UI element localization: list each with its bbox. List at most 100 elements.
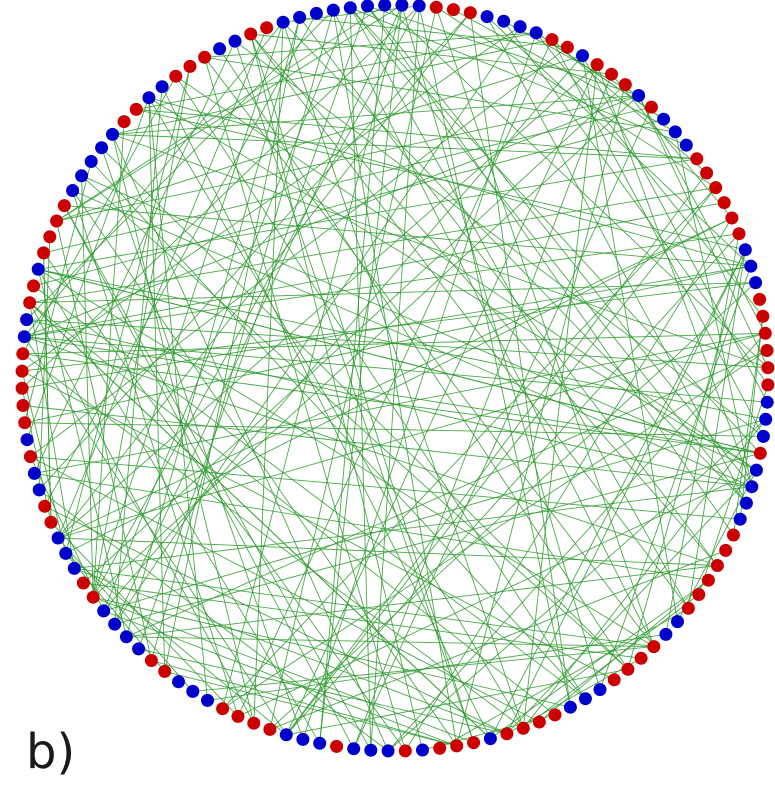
graph-node-blue [576, 49, 589, 63]
graph-edge [332, 9, 655, 647]
graph-edge [22, 332, 766, 355]
graph-edge [732, 316, 764, 536]
graph-edge [523, 594, 700, 729]
graph-edge [126, 636, 654, 648]
graph-edge [90, 161, 586, 700]
graph-edge [38, 236, 51, 490]
graph-node-blue [756, 429, 770, 443]
graph-node-blue [27, 466, 41, 480]
graph-node-red [38, 499, 52, 513]
graph-edge [29, 302, 491, 739]
graph-edge [148, 97, 166, 672]
graph-edge [34, 472, 709, 581]
graph-edge [349, 7, 747, 504]
graph-node-blue [32, 483, 46, 497]
graph-edge [56, 4, 385, 222]
graph-edge [81, 175, 94, 598]
graph-node-blue [75, 169, 89, 183]
graph-edge [92, 95, 639, 598]
graph-edge [148, 97, 757, 471]
graph-node-blue [364, 743, 378, 757]
graph-node-blue [17, 330, 31, 344]
graph-node-blue [563, 700, 577, 714]
graph-edge [83, 582, 642, 659]
graph-node-blue [31, 262, 45, 276]
graph-edge [582, 55, 768, 403]
graph-node-red [725, 211, 739, 225]
graph-node-red [86, 590, 100, 604]
graph-node-blue [529, 26, 543, 40]
graph-edge [101, 147, 629, 670]
graph-node-blue [416, 743, 429, 757]
graph-node-red [117, 115, 131, 129]
graph-node-blue [749, 463, 763, 477]
graph-edge [58, 537, 718, 566]
graph-edge [299, 16, 568, 48]
graph-edge [638, 95, 766, 334]
graph-node-red [43, 230, 57, 244]
graph-edge [367, 5, 734, 536]
graph-edge [436, 6, 716, 188]
graph-edge [112, 133, 769, 369]
graph-edge [92, 22, 284, 598]
graph-edge [24, 95, 639, 338]
graph-edge [138, 5, 368, 650]
graph-node-red [532, 715, 546, 729]
graph-edge [627, 249, 746, 670]
graph-node-red [15, 381, 29, 395]
graph-edge [103, 610, 457, 747]
graph-node-blue [186, 684, 200, 698]
graph-edge [23, 21, 284, 337]
graph-edge [138, 648, 508, 735]
graph-edge [285, 64, 598, 735]
graph-node-blue [119, 630, 133, 644]
graph-node-blue [296, 732, 310, 746]
graph-edge [103, 418, 766, 612]
graph-node-blue [659, 627, 673, 641]
graph-edge [164, 17, 301, 672]
graph-node-blue [132, 642, 146, 656]
graph-edge [582, 55, 678, 622]
graph-node-blue [293, 10, 307, 24]
graph-node-red [247, 716, 261, 730]
graph-edge [57, 12, 471, 539]
graph-node-red [463, 6, 477, 20]
graph-node-blue [749, 276, 763, 290]
graph-edge [384, 4, 769, 369]
graph-node-red [634, 651, 648, 665]
graph-edge [250, 33, 612, 75]
graph-node-blue [84, 155, 98, 168]
graph-node-red [18, 416, 32, 430]
graph-node-red [719, 543, 733, 557]
graph-node-blue [59, 546, 73, 560]
graph-edge [285, 187, 717, 736]
graph-edge [204, 56, 676, 133]
graph-edge [490, 249, 746, 739]
graph-node-red [44, 515, 58, 529]
graph-edge [175, 75, 586, 699]
graph-edge [503, 20, 639, 96]
graph-edge [148, 97, 524, 729]
graph-node-red [450, 739, 464, 753]
graph-edge [151, 660, 457, 747]
graph-node-red [500, 727, 514, 741]
graph-edge [401, 4, 601, 690]
graph-node-red [15, 364, 29, 378]
graph-edge [535, 32, 664, 120]
graph-node-red [27, 279, 41, 293]
graph-node-red [263, 722, 277, 736]
graph-edge [349, 7, 761, 454]
graph-edge [33, 40, 236, 474]
graph-edge [136, 108, 746, 251]
graph-node-red [700, 166, 714, 180]
graph-edge [56, 220, 152, 661]
graph-edges [21, 4, 769, 752]
graph-node-blue [483, 732, 497, 746]
graph-node-red [433, 741, 447, 755]
graph-node-red [605, 67, 618, 81]
graph-edge [24, 265, 751, 424]
graph-node-blue [309, 6, 323, 20]
graph-edge [282, 21, 747, 504]
graph-edge [269, 7, 437, 730]
